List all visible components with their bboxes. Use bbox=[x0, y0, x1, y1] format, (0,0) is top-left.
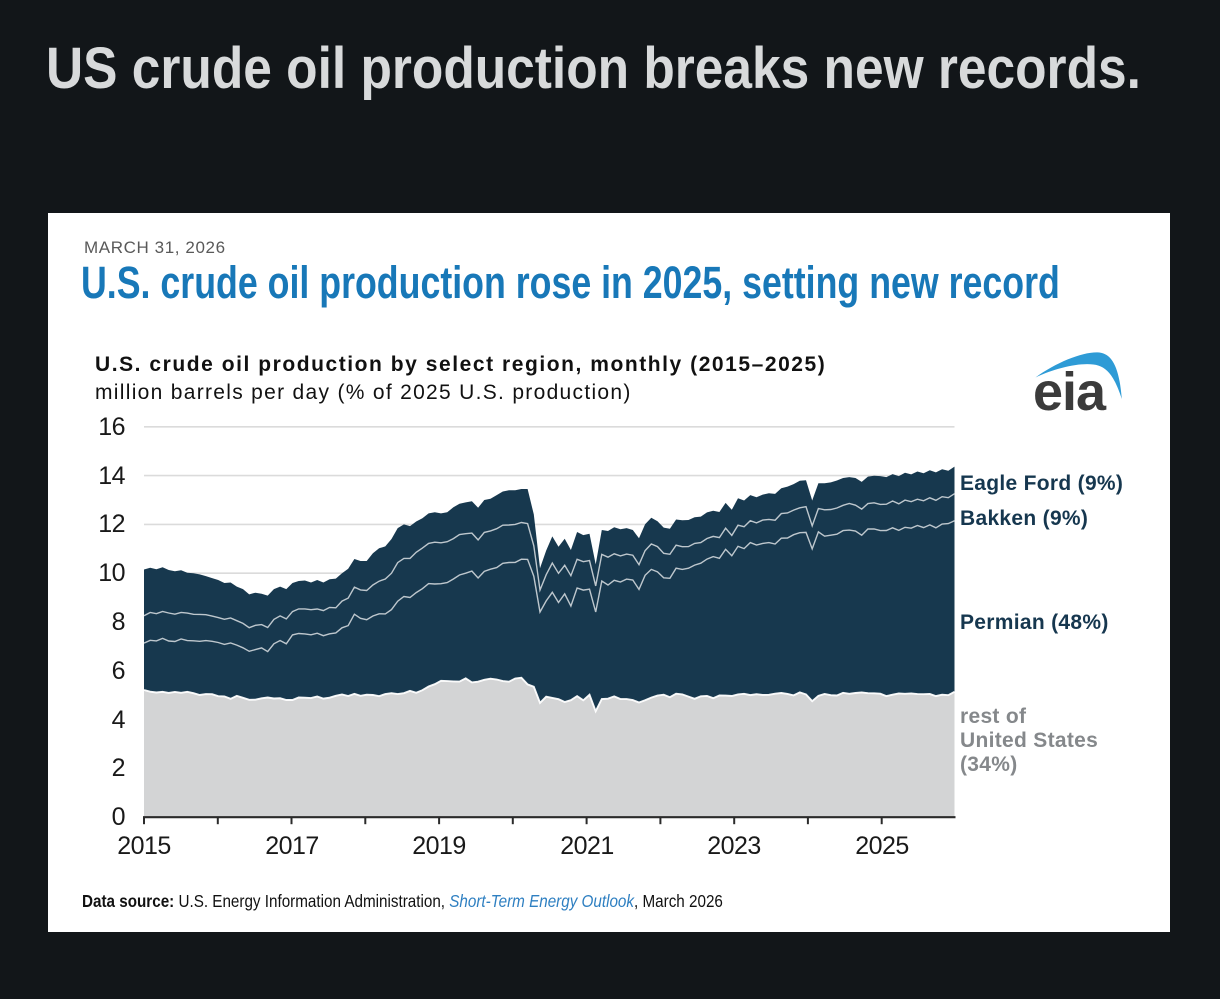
svg-text:eia: eia bbox=[1033, 362, 1107, 422]
